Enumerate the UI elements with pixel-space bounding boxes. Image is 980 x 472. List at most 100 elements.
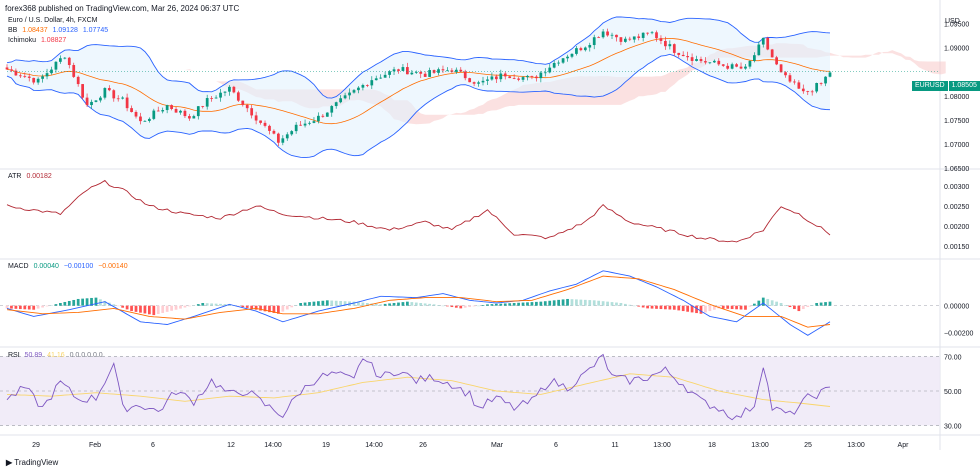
candle-body bbox=[601, 31, 605, 38]
macd-hist-bar bbox=[721, 305, 725, 309]
candle-body bbox=[339, 98, 343, 103]
macd-hist-bar bbox=[32, 305, 36, 310]
candle-body bbox=[410, 72, 414, 75]
candle-body bbox=[664, 40, 667, 47]
candle-body bbox=[183, 110, 187, 117]
candle-body bbox=[343, 95, 347, 99]
macd-hist-bar bbox=[441, 305, 445, 307]
macd-hist-bar bbox=[27, 305, 31, 310]
price-tick-label: 1.06500 bbox=[944, 166, 969, 173]
candle-body bbox=[801, 88, 805, 92]
macd-hist-bar bbox=[112, 304, 116, 306]
macd-hist-bar bbox=[170, 305, 173, 311]
bb-upper-value: 1.09128 bbox=[52, 27, 78, 34]
macd-hist-bar bbox=[681, 305, 685, 312]
macd-signal-line bbox=[6, 275, 831, 328]
macd-hist-bar bbox=[374, 303, 378, 306]
candle-body bbox=[419, 71, 423, 74]
macd-hist-bar bbox=[739, 305, 743, 310]
macd-hist-bar bbox=[192, 305, 196, 306]
macd-hist-bar bbox=[63, 301, 67, 306]
macd-hist-bar bbox=[775, 301, 778, 306]
macd-hist-bar bbox=[414, 302, 418, 306]
candle-body bbox=[76, 76, 80, 85]
candle-body bbox=[761, 37, 765, 45]
macd-hist-bar bbox=[726, 305, 730, 309]
macd-hist-bar bbox=[121, 305, 125, 308]
macd-hist-bar bbox=[601, 301, 605, 306]
macd-hist-bar bbox=[472, 305, 476, 307]
candle-body bbox=[655, 32, 658, 39]
macd-hist-bar bbox=[766, 298, 770, 306]
time-tick-label: Apr bbox=[898, 442, 910, 449]
macd-hist-bar bbox=[610, 302, 614, 306]
candle-body bbox=[646, 32, 649, 34]
candle-body bbox=[379, 77, 383, 79]
macd-hist-bar bbox=[793, 305, 796, 310]
macd-hist-bar bbox=[268, 305, 271, 313]
ichimoku-legend[interactable]: Ichimoku 1.08827 bbox=[8, 37, 69, 44]
candle-body bbox=[10, 69, 13, 71]
candle-body bbox=[539, 72, 543, 79]
macd-hist-bar bbox=[419, 303, 423, 306]
candle-body bbox=[704, 61, 707, 63]
macd-hist-bar bbox=[143, 305, 147, 314]
candle-body bbox=[628, 38, 632, 40]
candle-body bbox=[401, 67, 405, 71]
candle-body bbox=[27, 76, 31, 78]
macd-hist-bar bbox=[446, 305, 449, 307]
macd-hist-bar bbox=[18, 305, 22, 310]
currency-button[interactable]: USD bbox=[945, 18, 960, 25]
candle-body bbox=[348, 92, 351, 96]
candle-body bbox=[392, 69, 396, 72]
macd-hist-bar bbox=[628, 304, 632, 306]
macd-hist-bar bbox=[570, 299, 574, 306]
symbol-legend[interactable]: Euro / U.S. Dollar, 4h, FXCM bbox=[8, 17, 100, 24]
macd-hist-bar bbox=[165, 305, 169, 312]
atr-legend[interactable]: ATR 0.00182 bbox=[8, 173, 55, 180]
candle-body bbox=[521, 77, 525, 80]
candle-body bbox=[99, 97, 102, 101]
candle-body bbox=[735, 64, 738, 67]
candle-body bbox=[254, 115, 258, 121]
time-tick-label: 13:00 bbox=[653, 442, 671, 449]
bb-basis-value: 1.08437 bbox=[22, 27, 48, 34]
bb-legend[interactable]: BB 1.08437 1.09128 1.07745 bbox=[8, 27, 111, 34]
macd-hist-bar bbox=[352, 301, 356, 306]
candle-body bbox=[481, 80, 485, 83]
candle-body bbox=[779, 64, 783, 73]
candle-body bbox=[147, 118, 151, 121]
macd-hist-bar bbox=[276, 305, 280, 314]
macd-hist-bar bbox=[339, 300, 343, 306]
candle-body bbox=[36, 78, 40, 83]
bb-lower-line bbox=[6, 53, 831, 159]
symbol-title: Euro / U.S. Dollar, 4h, FXCM bbox=[8, 17, 98, 24]
candle-body bbox=[637, 36, 641, 38]
macd-legend[interactable]: MACD 0.00040 −0.00100 −0.00140 bbox=[8, 263, 131, 270]
macd-hist-bar bbox=[161, 305, 165, 313]
macd-hist-bar bbox=[179, 305, 182, 309]
time-tick-label: 29 bbox=[32, 442, 40, 449]
tradingview-logo[interactable]: ▶ TradingView bbox=[6, 458, 58, 467]
candle-body bbox=[459, 69, 463, 72]
candle-body bbox=[210, 98, 214, 99]
candle-body bbox=[690, 57, 694, 61]
candle-body bbox=[450, 70, 454, 72]
time-tick-label: 11 bbox=[611, 442, 618, 449]
macd-hist-bar bbox=[454, 305, 458, 308]
candle-body bbox=[468, 78, 472, 83]
macd-hist-bar bbox=[228, 304, 231, 306]
price-tick-label: 1.09000 bbox=[944, 46, 969, 53]
rsi-legend[interactable]: RSI 50.89 41.16 0 0 0 0 0 0 bbox=[8, 352, 106, 359]
macd-hist-bar bbox=[730, 305, 734, 310]
candle-body bbox=[63, 57, 67, 59]
macd-hist-bar bbox=[481, 305, 485, 306]
rsi-extra-values: 0 0 0 0 0 0 bbox=[69, 352, 103, 359]
candle-body bbox=[281, 138, 285, 143]
macd-hist-bar bbox=[779, 303, 783, 306]
candle-body bbox=[294, 124, 298, 132]
macd-hist-bar bbox=[10, 305, 13, 309]
macd-hist-bar bbox=[490, 304, 494, 306]
macd-hist-bar bbox=[317, 301, 320, 306]
candle-body bbox=[517, 78, 520, 80]
